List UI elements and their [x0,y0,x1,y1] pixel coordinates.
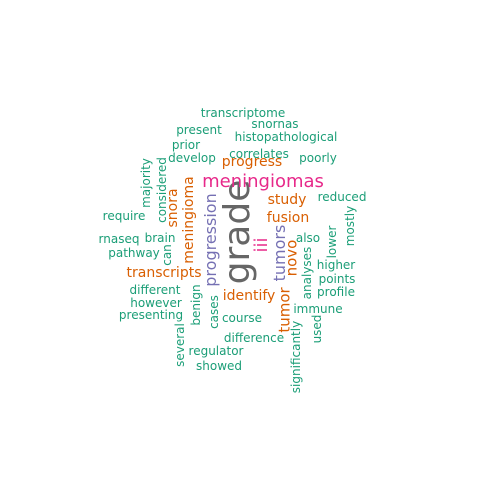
word-meningioma: meningioma [181,176,197,264]
word-majority: majority [139,158,153,208]
word-present: present [176,123,222,137]
word-lower: lower [325,225,339,259]
word-benign: benign [189,284,203,326]
word-grade: grade [217,179,258,285]
word-correlates: correlates [229,147,289,161]
word-also: also [295,231,321,245]
word-showed: showed [195,359,243,373]
word-require: require [102,209,146,223]
word-identify: identify [222,288,276,304]
word-meningiomas: meningiomas [202,171,324,192]
word-brain: brain [144,231,176,245]
word-fusion: fusion [266,210,310,226]
word-analyses: analyses [300,246,314,300]
word-progress: progress [221,154,283,170]
word-rnaseq: rnaseq [98,232,140,246]
word-immune: immune [293,302,343,316]
word-different: different [129,283,181,297]
word-histopathological: histopathological [234,130,338,144]
word-however: however [130,296,182,310]
word-significantly: significantly [289,320,303,394]
word-snornas: snornas [251,117,299,131]
word-used: used [310,314,324,344]
word-mostly: mostly [343,205,357,247]
word-progression: progression [201,193,220,287]
word-presenting: presenting [118,308,184,322]
word-course: course [221,311,263,325]
word-novo: novo [282,239,301,277]
word-transcriptome: transcriptome [200,106,286,120]
word-profile: profile [317,285,355,299]
word-iii: iii [251,237,272,253]
word-higher: higher [316,258,356,272]
word-reduced: reduced [317,190,367,204]
word-poorly: poorly [299,151,337,165]
word-develop: develop [168,151,216,165]
word-prior: prior [171,138,201,152]
word-can: can [160,244,174,266]
word-considered: considered [155,157,169,223]
word-points: points [318,272,356,286]
word-several: several [173,323,187,367]
word-pathway: pathway [108,246,160,260]
word-study: study [267,192,307,208]
word-cases: cases [207,295,221,329]
word-transcripts: transcripts [126,265,202,281]
word-difference: difference [223,331,285,345]
word-regulator: regulator [188,344,244,358]
